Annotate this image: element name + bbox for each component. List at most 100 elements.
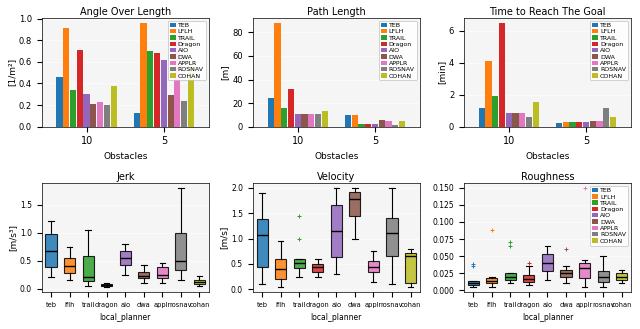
PathPatch shape	[175, 233, 186, 270]
Bar	[583, 122, 589, 127]
PathPatch shape	[312, 264, 323, 271]
Bar	[56, 77, 63, 127]
Bar	[345, 115, 351, 127]
PathPatch shape	[294, 259, 305, 268]
Y-axis label: [min]: [min]	[437, 60, 446, 84]
Bar	[111, 86, 116, 127]
Bar	[576, 121, 582, 127]
Bar	[77, 50, 83, 127]
PathPatch shape	[616, 273, 627, 280]
Title: Time to Reach The Goal: Time to Reach The Goal	[489, 7, 605, 17]
PathPatch shape	[598, 271, 609, 282]
Legend: TEB, LFLH, TRAIL, Dragon, AIO, DWA, APPLR, ROSNAV, COHAN: TEB, LFLH, TRAIL, Dragon, AIO, DWA, APPL…	[590, 186, 628, 245]
Bar	[532, 102, 539, 127]
PathPatch shape	[120, 251, 131, 265]
PathPatch shape	[194, 280, 205, 284]
Bar	[63, 28, 69, 127]
PathPatch shape	[505, 273, 516, 280]
Bar	[140, 23, 147, 127]
Bar	[315, 114, 321, 127]
Bar	[268, 98, 274, 127]
PathPatch shape	[275, 259, 286, 279]
PathPatch shape	[387, 218, 397, 256]
Bar	[610, 116, 616, 127]
X-axis label: local_planner: local_planner	[522, 313, 573, 322]
Bar	[83, 94, 90, 127]
Bar	[513, 113, 518, 127]
Bar	[385, 121, 392, 127]
Y-axis label: [m]: [m]	[221, 64, 230, 80]
Bar	[479, 108, 485, 127]
X-axis label: Obstacles: Obstacles	[103, 152, 147, 161]
Bar	[392, 125, 398, 127]
PathPatch shape	[257, 219, 268, 266]
Bar	[104, 105, 110, 127]
Bar	[322, 111, 328, 127]
Bar	[358, 124, 365, 127]
Bar	[492, 96, 499, 127]
X-axis label: local_planner: local_planner	[310, 313, 362, 322]
Bar	[70, 90, 76, 127]
PathPatch shape	[405, 253, 416, 283]
Y-axis label: [1/m²]: [1/m²]	[7, 58, 16, 86]
PathPatch shape	[579, 263, 590, 278]
Title: Path Length: Path Length	[307, 7, 365, 17]
Title: Jerk: Jerk	[116, 172, 134, 182]
Bar	[499, 23, 505, 127]
Bar	[294, 114, 301, 127]
PathPatch shape	[331, 205, 342, 257]
Bar	[556, 123, 562, 127]
Bar	[351, 115, 358, 127]
Title: Angle Over Length: Angle Over Length	[79, 7, 171, 17]
Bar	[372, 124, 378, 127]
Bar	[168, 95, 173, 127]
Bar	[519, 113, 525, 127]
Bar	[563, 121, 569, 127]
Bar	[399, 121, 405, 127]
X-axis label: Obstacles: Obstacles	[525, 152, 570, 161]
Y-axis label: [m/s³]: [m/s³]	[8, 224, 17, 251]
Bar	[308, 114, 314, 127]
Bar	[506, 113, 512, 127]
PathPatch shape	[101, 284, 112, 286]
Bar	[589, 121, 596, 127]
PathPatch shape	[368, 261, 379, 272]
Bar	[275, 23, 280, 127]
PathPatch shape	[561, 270, 572, 277]
Bar	[134, 113, 140, 127]
PathPatch shape	[524, 275, 534, 282]
Bar	[174, 33, 180, 127]
Bar	[181, 101, 188, 127]
PathPatch shape	[64, 258, 75, 273]
Bar	[365, 124, 371, 127]
PathPatch shape	[138, 272, 149, 278]
PathPatch shape	[349, 192, 360, 216]
PathPatch shape	[45, 234, 56, 267]
Bar	[188, 67, 194, 127]
Title: Roughness: Roughness	[521, 172, 574, 182]
Bar	[90, 104, 97, 127]
Legend: TEB, LFLH, TRAIL, Dragon, AIO, DWA, APPLR, ROSNAV, COHAN: TEB, LFLH, TRAIL, Dragon, AIO, DWA, APPL…	[168, 21, 205, 81]
Legend: TEB, LFLH, TRAIL, Dragon, AIO, DWA, APPLR, ROSNAV, COHAN: TEB, LFLH, TRAIL, Dragon, AIO, DWA, APPL…	[379, 21, 417, 81]
Bar	[596, 121, 603, 127]
Bar	[161, 60, 167, 127]
PathPatch shape	[468, 281, 479, 285]
PathPatch shape	[542, 254, 553, 271]
Bar	[570, 122, 575, 127]
Legend: TEB, LFLH, TRAIL, Dragon, AIO, DWA, APPLR, ROSNAV, COHAN: TEB, LFLH, TRAIL, Dragon, AIO, DWA, APPL…	[590, 21, 628, 81]
X-axis label: local_planner: local_planner	[100, 313, 151, 322]
Title: Velocity: Velocity	[317, 172, 355, 182]
PathPatch shape	[486, 278, 497, 283]
PathPatch shape	[83, 256, 93, 281]
Bar	[526, 117, 532, 127]
Bar	[485, 61, 492, 127]
Bar	[288, 89, 294, 127]
Bar	[301, 114, 308, 127]
Bar	[154, 53, 160, 127]
Y-axis label: [m/s]: [m/s]	[219, 226, 228, 249]
Bar	[379, 120, 385, 127]
X-axis label: Obstacles: Obstacles	[314, 152, 358, 161]
Bar	[97, 102, 103, 127]
Bar	[147, 51, 154, 127]
Bar	[281, 108, 287, 127]
